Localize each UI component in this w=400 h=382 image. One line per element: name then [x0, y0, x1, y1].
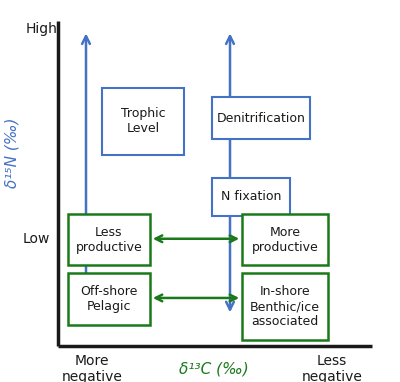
- FancyBboxPatch shape: [242, 273, 328, 340]
- Text: Trophic
Level: Trophic Level: [121, 107, 165, 135]
- FancyBboxPatch shape: [242, 214, 328, 265]
- Text: Less
negative: Less negative: [302, 353, 362, 382]
- FancyBboxPatch shape: [68, 273, 150, 325]
- FancyBboxPatch shape: [102, 88, 184, 155]
- Text: δ¹⁵N (‰): δ¹⁵N (‰): [4, 118, 20, 188]
- FancyBboxPatch shape: [212, 178, 290, 216]
- FancyBboxPatch shape: [68, 214, 150, 265]
- Text: Denitrification: Denitrification: [216, 112, 306, 125]
- Text: Off-shore
Pelagic: Off-shore Pelagic: [80, 285, 138, 313]
- Text: Low: Low: [22, 232, 50, 246]
- FancyBboxPatch shape: [212, 97, 310, 139]
- Text: More
negative: More negative: [62, 353, 122, 382]
- Text: High: High: [26, 22, 58, 36]
- Text: N fixation: N fixation: [221, 190, 281, 203]
- Text: In-shore
Benthic/ice
associated: In-shore Benthic/ice associated: [250, 285, 320, 328]
- Text: δ¹³C (‰): δ¹³C (‰): [179, 361, 249, 376]
- Text: More
productive: More productive: [252, 226, 318, 254]
- Text: Less
productive: Less productive: [76, 226, 142, 254]
